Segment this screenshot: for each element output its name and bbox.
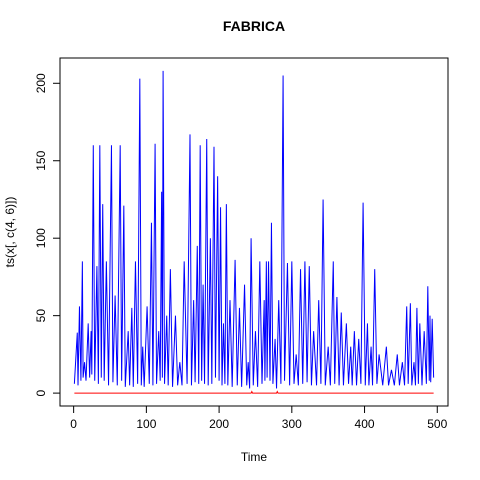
- x-tick-label: 200: [209, 417, 229, 431]
- y-tick-label: 200: [34, 73, 48, 93]
- series-line: [74, 390, 434, 394]
- x-tick-label: 100: [136, 417, 156, 431]
- x-tick-label: 300: [282, 417, 302, 431]
- series-line: [73, 70, 435, 389]
- chart-title: FABRICA: [223, 18, 285, 34]
- x-tick-label: 400: [355, 417, 375, 431]
- y-tick-label: 0: [34, 389, 48, 396]
- x-tick-label: 500: [427, 417, 447, 431]
- x-tick-label: 0: [70, 417, 77, 431]
- y-tick-label: 100: [34, 228, 48, 248]
- y-tick-label: 150: [34, 150, 48, 170]
- y-tick-label: 50: [34, 309, 48, 323]
- y-axis-label: ts(x[, c(4, 6)]): [3, 197, 17, 268]
- x-axis-label: Time: [241, 450, 268, 464]
